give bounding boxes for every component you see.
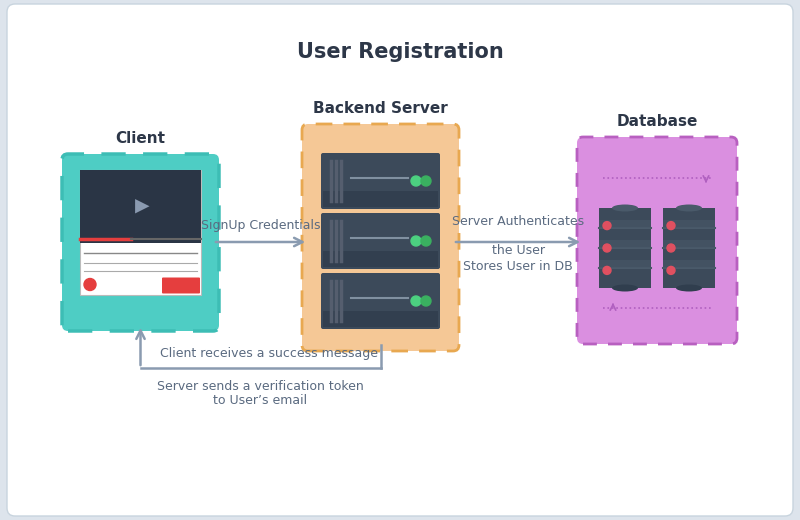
Text: Client receives a success message: Client receives a success message xyxy=(161,347,378,360)
Text: Server Authenticates: Server Authenticates xyxy=(452,215,584,228)
Text: Server sends a verification token: Server sends a verification token xyxy=(157,380,364,393)
FancyBboxPatch shape xyxy=(321,153,440,209)
Ellipse shape xyxy=(612,284,638,292)
Circle shape xyxy=(667,266,675,275)
Text: Stores User in DB: Stores User in DB xyxy=(463,260,573,273)
FancyBboxPatch shape xyxy=(302,124,459,351)
FancyBboxPatch shape xyxy=(321,213,440,269)
Text: User Registration: User Registration xyxy=(297,42,503,62)
Circle shape xyxy=(603,266,611,275)
Text: Backend Server: Backend Server xyxy=(313,100,448,115)
FancyBboxPatch shape xyxy=(599,208,651,288)
FancyBboxPatch shape xyxy=(7,4,793,516)
Text: SignUp Credentials: SignUp Credentials xyxy=(201,219,320,232)
FancyBboxPatch shape xyxy=(80,170,201,242)
Circle shape xyxy=(84,279,96,291)
FancyBboxPatch shape xyxy=(599,260,651,268)
FancyBboxPatch shape xyxy=(321,273,440,329)
FancyBboxPatch shape xyxy=(663,240,715,248)
Ellipse shape xyxy=(612,204,638,212)
FancyBboxPatch shape xyxy=(62,154,219,331)
Ellipse shape xyxy=(676,284,702,292)
Text: to User’s email: to User’s email xyxy=(214,394,307,407)
Polygon shape xyxy=(135,199,150,213)
Circle shape xyxy=(421,296,431,306)
Circle shape xyxy=(411,236,421,246)
Circle shape xyxy=(603,244,611,252)
Ellipse shape xyxy=(676,204,702,212)
FancyBboxPatch shape xyxy=(663,220,715,228)
Circle shape xyxy=(421,236,431,246)
FancyBboxPatch shape xyxy=(577,137,737,344)
FancyBboxPatch shape xyxy=(323,311,438,327)
Text: the User: the User xyxy=(491,244,545,257)
Circle shape xyxy=(667,244,675,252)
FancyBboxPatch shape xyxy=(599,220,651,228)
FancyBboxPatch shape xyxy=(663,208,715,288)
Circle shape xyxy=(411,176,421,186)
Text: Client: Client xyxy=(115,131,166,146)
Circle shape xyxy=(603,222,611,230)
FancyBboxPatch shape xyxy=(80,170,201,295)
FancyBboxPatch shape xyxy=(663,260,715,268)
FancyBboxPatch shape xyxy=(162,278,200,293)
FancyBboxPatch shape xyxy=(599,240,651,248)
Circle shape xyxy=(421,176,431,186)
FancyBboxPatch shape xyxy=(323,191,438,207)
Circle shape xyxy=(667,222,675,230)
FancyBboxPatch shape xyxy=(323,251,438,267)
Circle shape xyxy=(411,296,421,306)
Text: Database: Database xyxy=(616,113,698,128)
